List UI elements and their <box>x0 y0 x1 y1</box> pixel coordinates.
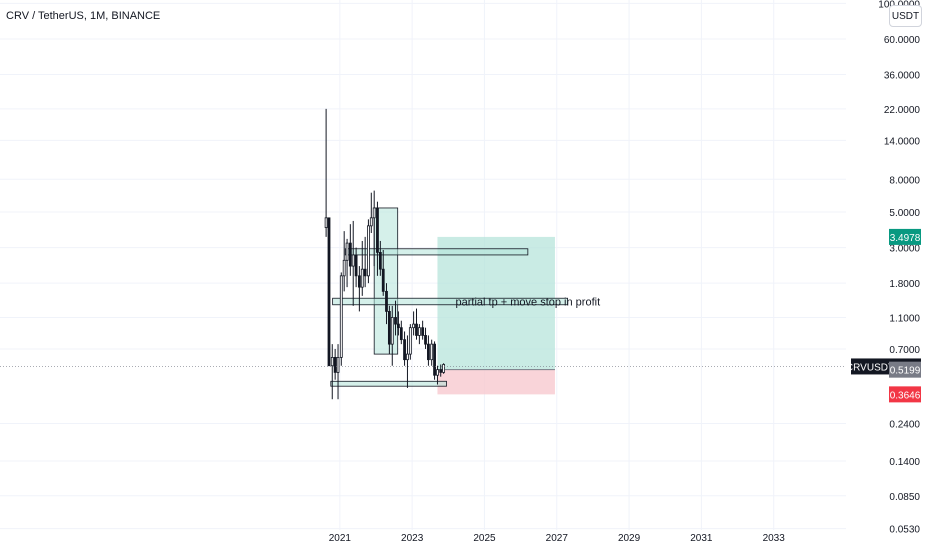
x-tick-label: 2025 <box>473 533 496 544</box>
candle-body <box>367 225 370 277</box>
candle-body <box>381 268 385 292</box>
candle-body <box>348 242 352 267</box>
y-tick-label: 1.1000 <box>889 313 920 324</box>
y-tick-label: 1.8000 <box>889 279 920 290</box>
target-price-badge-bg <box>889 228 921 245</box>
zone-rectangle <box>332 297 569 306</box>
candle-body <box>363 268 367 277</box>
symbol-badge: CRVUSDT <box>846 362 894 373</box>
candle-body <box>327 217 331 367</box>
candle-body <box>439 369 443 373</box>
candle-body <box>390 317 394 345</box>
candle-body <box>433 343 436 376</box>
candle-body <box>333 356 337 373</box>
y-tick-label: 14.0000 <box>884 136 921 147</box>
candle-body <box>339 275 343 358</box>
candle-body <box>336 356 340 373</box>
y-tick-label: 60.0000 <box>884 35 921 46</box>
y-tick-label: 0.0530 <box>889 525 920 536</box>
candle-body <box>399 327 403 341</box>
y-tick-label: 0.2400 <box>889 419 920 430</box>
x-tick-label: 2023 <box>401 533 424 544</box>
candle-body <box>372 207 376 219</box>
candle-body <box>417 327 421 336</box>
y-tick-label: 8.0000 <box>889 175 920 186</box>
entry-price-badge-bg <box>889 361 921 378</box>
candle-body <box>351 254 355 267</box>
loss-zone <box>437 369 555 395</box>
y-tick-label: 0.0850 <box>889 492 920 503</box>
zone-rectangle <box>344 248 529 256</box>
y-tick-label: 0.1400 <box>889 457 920 468</box>
candle-body <box>330 356 334 367</box>
candle-body <box>406 353 409 361</box>
symbol-badge-bg <box>851 358 889 375</box>
entry-price-badge: 0.5199 <box>890 366 921 377</box>
candle-body <box>385 290 388 312</box>
candle-body <box>427 343 430 361</box>
candle-body <box>360 268 364 288</box>
x-tick-label: 2027 <box>546 533 569 544</box>
stop-price-badge-bg <box>889 386 921 403</box>
y-tick-label: 3.0000 <box>889 244 920 255</box>
x-tick-label: 2031 <box>690 533 713 544</box>
candle-body <box>442 364 446 373</box>
y-tick-label: 0.7000 <box>889 345 920 356</box>
candle-body <box>342 259 346 277</box>
y-tick-label: 36.0000 <box>884 71 921 82</box>
candle-body <box>403 339 406 361</box>
zone-rectangle <box>330 380 447 387</box>
candle-body <box>408 327 412 355</box>
candle-body <box>324 217 328 228</box>
candle-body <box>345 242 349 261</box>
y-tick-label: 22.0000 <box>884 105 921 116</box>
candle-body <box>369 217 373 227</box>
annotation-text: partial tp + move stop in profit <box>456 297 601 309</box>
candle-body <box>394 317 397 325</box>
currency-selector-button[interactable]: USDT <box>889 5 922 27</box>
candle-body <box>378 252 382 270</box>
candle-body <box>376 207 379 253</box>
candle-body <box>412 323 416 329</box>
candle-body <box>436 369 439 376</box>
x-tick-label: 2029 <box>618 533 641 544</box>
candle-body <box>430 343 434 361</box>
symbol-title: CRV / TetherUS, 1M, BINANCE <box>6 10 161 22</box>
candle-body <box>357 275 361 288</box>
y-tick-label: 5.0000 <box>889 208 920 219</box>
candle-body <box>415 323 418 336</box>
x-tick-label: 2021 <box>329 533 352 544</box>
stop-price-badge: 0.3646 <box>890 390 921 401</box>
candle-body <box>424 335 427 345</box>
candle-body <box>387 311 391 345</box>
candle-body <box>354 254 358 277</box>
candle-body <box>397 323 400 329</box>
candle-body <box>421 327 425 336</box>
x-tick-label: 2033 <box>763 533 786 544</box>
target-price-badge: 3.4978 <box>890 233 921 244</box>
